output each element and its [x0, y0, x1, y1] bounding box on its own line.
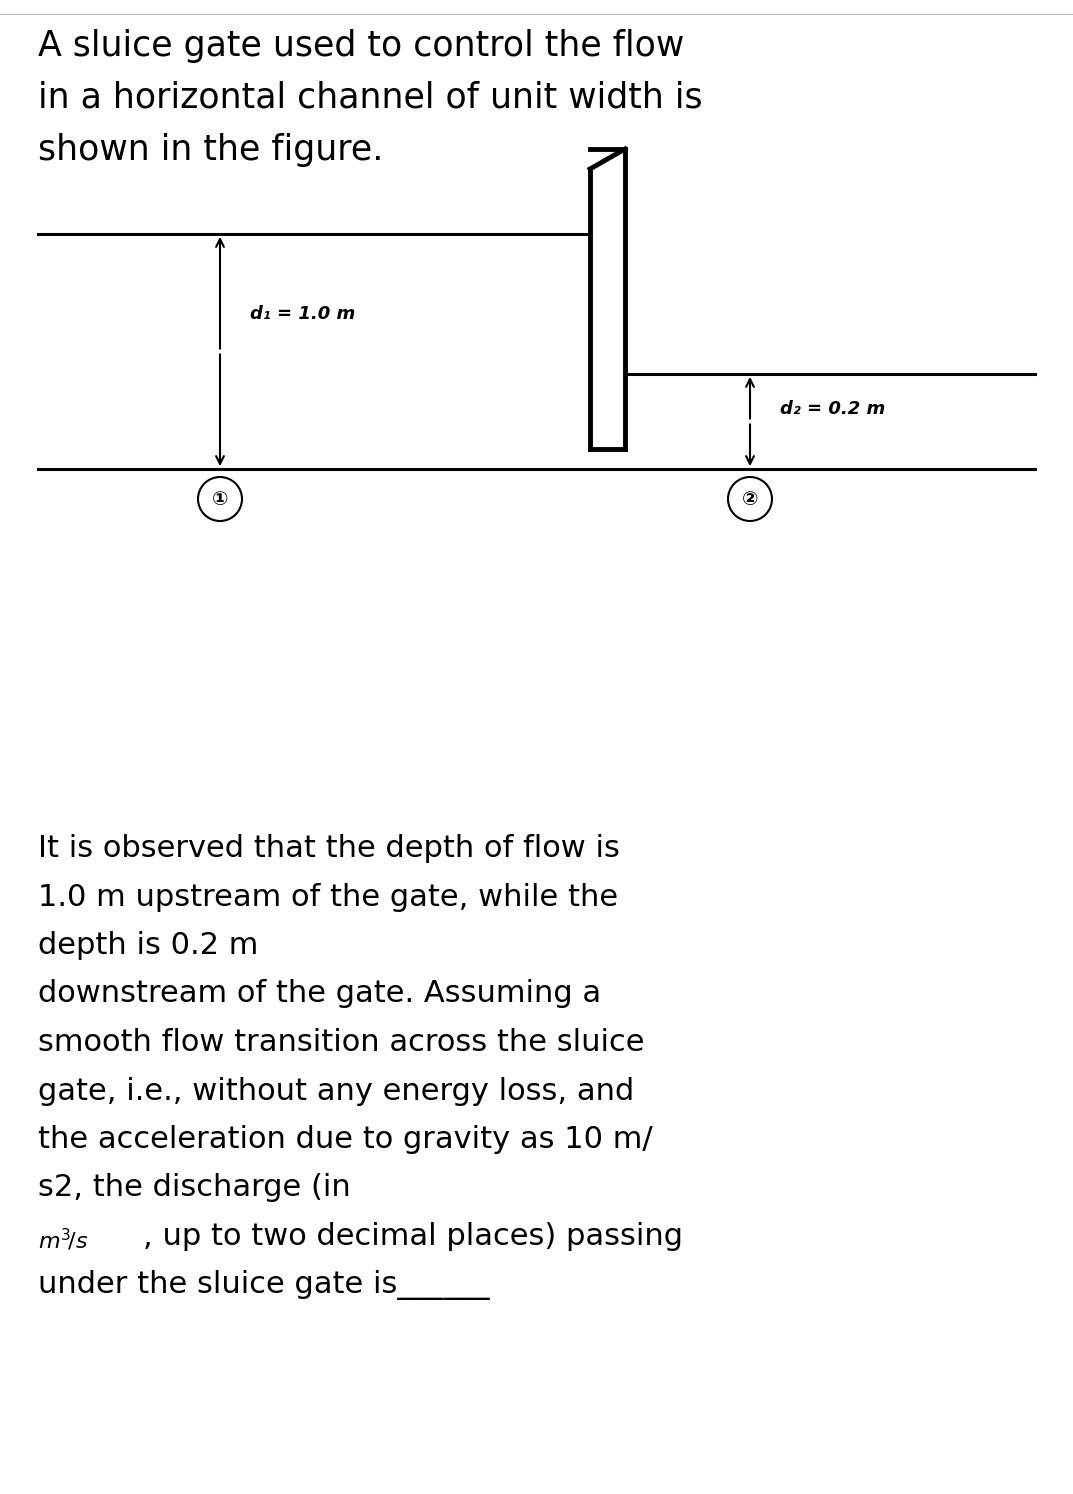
- Text: under the sluice gate is______: under the sluice gate is______: [38, 1270, 489, 1300]
- Text: d₁ = 1.0 m: d₁ = 1.0 m: [250, 305, 355, 323]
- Text: , up to two decimal places) passing: , up to two decimal places) passing: [143, 1222, 684, 1250]
- Text: depth is 0.2 m: depth is 0.2 m: [38, 931, 259, 961]
- Text: d₂ = 0.2 m: d₂ = 0.2 m: [780, 400, 885, 418]
- Circle shape: [199, 477, 242, 521]
- Text: ②: ②: [741, 490, 759, 508]
- Text: downstream of the gate. Assuming a: downstream of the gate. Assuming a: [38, 980, 601, 1008]
- Text: shown in the figure.: shown in the figure.: [38, 133, 383, 167]
- Text: s2, the discharge (in: s2, the discharge (in: [38, 1173, 351, 1203]
- Text: smooth flow transition across the sluice: smooth flow transition across the sluice: [38, 1028, 645, 1056]
- Text: It is observed that the depth of flow is: It is observed that the depth of flow is: [38, 834, 620, 864]
- Text: in a horizontal channel of unit width is: in a horizontal channel of unit width is: [38, 81, 703, 115]
- Circle shape: [727, 477, 771, 521]
- Text: $m^3\!/s$: $m^3\!/s$: [38, 1227, 88, 1253]
- Text: the acceleration due to gravity as 10 m/: the acceleration due to gravity as 10 m/: [38, 1125, 652, 1153]
- Text: gate, i.e., without any energy loss, and: gate, i.e., without any energy loss, and: [38, 1077, 634, 1106]
- Text: 1.0 m upstream of the gate, while the: 1.0 m upstream of the gate, while the: [38, 883, 618, 911]
- Text: ①: ①: [211, 490, 229, 508]
- Text: A sluice gate used to control the flow: A sluice gate used to control the flow: [38, 28, 685, 63]
